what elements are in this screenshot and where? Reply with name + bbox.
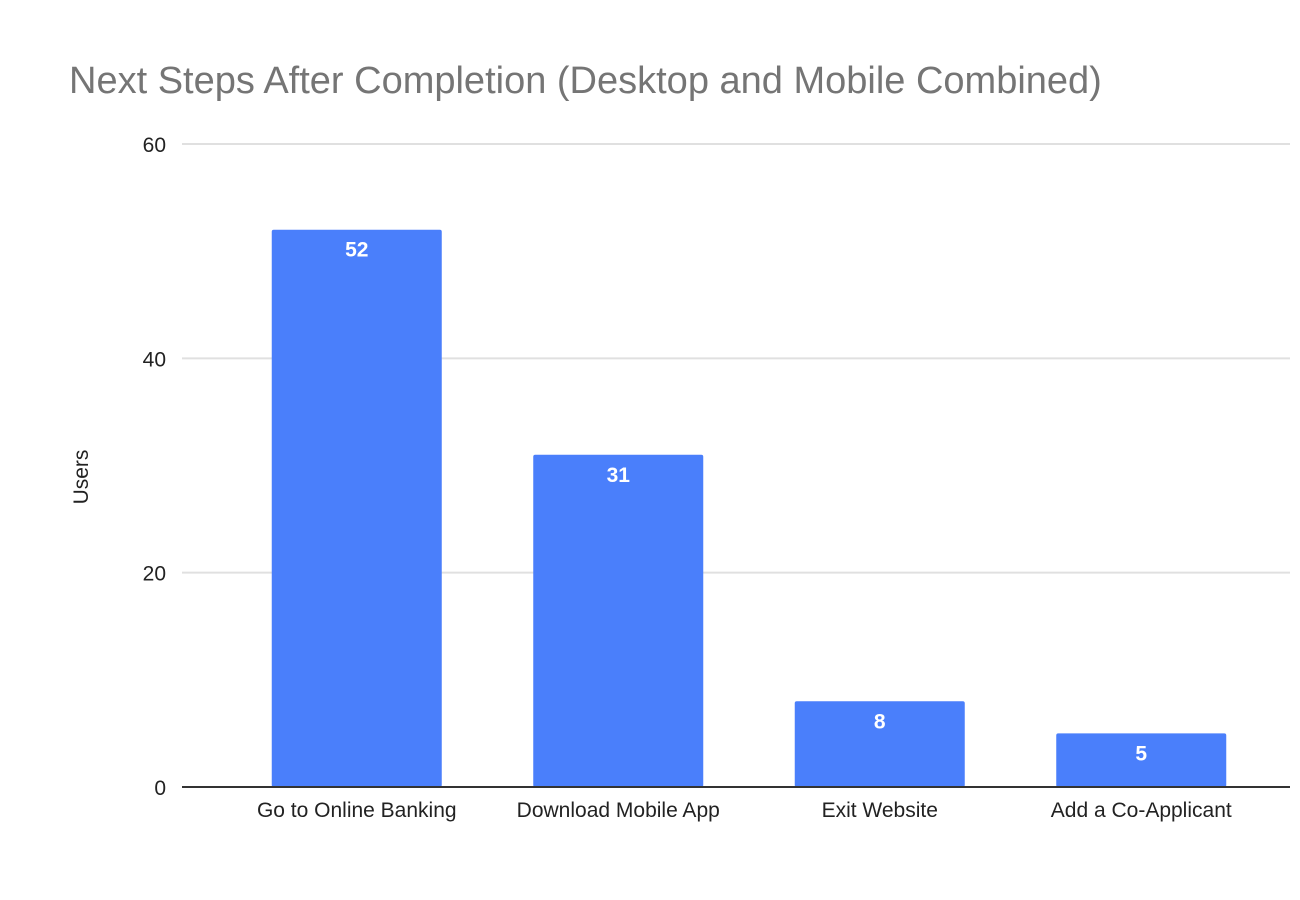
y-axis-label: Users [70,450,93,505]
bar [271,229,442,787]
labels: 0 20 40 60 52 Go to Online Banking 31 Download … [70,134,1232,822]
x-tick-label: Add a Co-Applicant [1051,799,1232,822]
bars [271,229,1227,787]
y-tick-label: 60 [143,134,166,157]
y-tick-label: 0 [154,777,166,800]
y-tick-label: 40 [143,348,166,371]
bar-value-label: 52 [345,239,368,262]
bar-value-label: 8 [874,710,886,733]
x-tick-label: Download Mobile App [517,799,720,822]
x-tick-label: Go to Online Banking [257,799,457,822]
bar-value-label: 5 [1135,742,1147,765]
bar [533,454,704,787]
y-tick-label: 20 [143,563,166,586]
x-tick-label: Exit Website [822,799,938,822]
bar [794,701,965,787]
chart-title: Next Steps After Completion (Desktop and… [69,60,1102,102]
bar-value-label: 31 [607,464,631,487]
bar [1056,733,1227,787]
